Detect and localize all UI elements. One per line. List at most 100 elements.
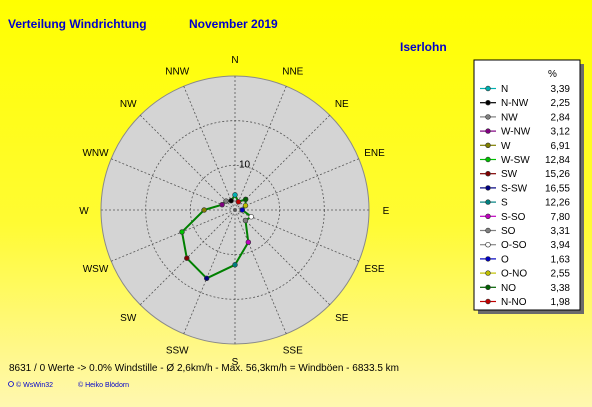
legend-label: S-SW: [501, 183, 528, 194]
legend-value: 2,84: [551, 112, 571, 123]
data-point-n-no: [235, 199, 242, 205]
compass-label-se: SE: [335, 313, 349, 324]
compass-label-ene: ENE: [364, 148, 385, 159]
legend-value: 12,84: [545, 155, 570, 166]
data-point-o-no: [242, 202, 249, 209]
footer-summary: 8631 / 0 Werte -> 0.0% Windstille - Ø 2,…: [9, 363, 399, 374]
compass-label-wnw: WNW: [82, 148, 109, 159]
legend-swatch-marker: [485, 171, 491, 177]
legend-swatch-marker: [485, 185, 491, 191]
compass-label-ne: NE: [335, 99, 349, 110]
legend-swatch-marker: [485, 227, 491, 234]
credit-wswin: © WsWin32: [16, 381, 53, 389]
compass-label-sw: SW: [120, 313, 137, 324]
legend-item-nw: NW 2,84: [480, 112, 570, 123]
compass-label-w: W: [79, 206, 89, 217]
data-point-s: [232, 262, 238, 268]
legend-item-o-no: O-NO 2,55: [480, 269, 570, 280]
legend-swatch-marker: [485, 114, 491, 120]
legend-label: O: [501, 254, 509, 265]
compass-label-ssw: SSW: [166, 346, 189, 357]
compass-label-nne: NNE: [282, 66, 303, 77]
legend-swatch-marker: [485, 85, 491, 92]
compass-label-nw: NW: [120, 99, 137, 110]
legend-unit: %: [548, 69, 557, 80]
data-point-nw: [223, 198, 229, 204]
legend-value: 1,63: [551, 254, 571, 265]
legend-swatch-marker: [485, 142, 491, 149]
legend-value: 3,12: [551, 127, 571, 138]
legend-value: 12,26: [545, 198, 570, 209]
station-name: Iserlohn: [400, 40, 447, 54]
legend-swatch-marker: [485, 270, 491, 276]
legend-label: SW: [501, 169, 518, 180]
legend-item-w: W 6,91: [480, 141, 570, 152]
data-point-w-sw: [179, 229, 185, 235]
legend-label: S: [501, 198, 508, 209]
data-point-o: [239, 207, 245, 213]
legend-value: 3,94: [551, 240, 571, 251]
legend-item-o: O 1,63: [480, 254, 570, 265]
legend-label: N-NO: [501, 297, 527, 308]
chart-title: Verteilung Windrichtung: [8, 17, 147, 31]
data-point-sw: [184, 255, 190, 261]
data-point-so: [242, 217, 249, 224]
legend-label: W-SW: [501, 155, 530, 166]
compass-label-nnw: NNW: [165, 66, 189, 77]
legend-label: O-NO: [501, 269, 527, 280]
data-point-w-nw: [219, 201, 225, 208]
legend-item-s-sw: S-SW 16,55: [480, 183, 570, 194]
legend-value: 1,98: [551, 297, 571, 308]
legend-swatch-marker: [485, 213, 491, 220]
compass-label-e: E: [383, 206, 390, 217]
legend-value: 2,55: [551, 269, 571, 280]
legend-swatch-marker: [485, 242, 491, 248]
legend-swatch-marker: [485, 256, 491, 262]
legend-label: NW: [501, 112, 518, 123]
data-point-n: [232, 192, 238, 198]
legend-box: [473, 59, 581, 311]
data-point-n-nw: [228, 198, 234, 204]
polar-plot: 10 N NNE NE ENE E ESE SE SSE S SSW SW WSW W WNW NW NNW: [79, 55, 389, 368]
data-point-o-so: [248, 214, 254, 220]
legend-label: O-SO: [501, 240, 527, 251]
legend-value: 7,80: [551, 212, 571, 223]
ring-label: 10: [239, 159, 251, 170]
legend-value: 3,31: [551, 226, 571, 237]
legend-label: W: [501, 141, 511, 152]
legend-value: 3,39: [551, 84, 571, 95]
legend-swatch-marker: [485, 284, 491, 290]
legend-item-sw: SW 15,26: [480, 169, 570, 180]
legend-item-no: NO 3,38: [480, 283, 570, 294]
legend-value: 15,26: [545, 169, 570, 180]
compass-label-ese: ESE: [364, 264, 384, 275]
legend-item-n-no: N-NO 1,98: [480, 297, 570, 308]
legend-swatch-marker: [485, 128, 491, 134]
credit-author: © Heiko Blödorn: [78, 381, 129, 389]
legend-swatch-marker: [485, 156, 491, 163]
legend-item-o-so: O-SO 3,94: [480, 240, 570, 251]
chart-period: November 2019: [189, 17, 278, 31]
legend-value: 16,55: [545, 183, 570, 194]
legend-label: S-SO: [501, 212, 526, 223]
data-point-s-so: [245, 239, 252, 245]
legend-label: N-NW: [501, 98, 529, 109]
legend-item-w-nw: W-NW 3,12: [480, 127, 570, 138]
legend-item-n-nw: N-NW 2,25: [480, 98, 570, 109]
legend-value: 3,38: [551, 283, 571, 294]
legend-item-w-sw: W-SW 12,84: [480, 155, 570, 166]
data-point-s-sw: [204, 275, 210, 281]
legend-item-n: N 3,39: [480, 84, 570, 95]
legend-swatch-marker: [485, 298, 491, 305]
legend-label: W-NW: [501, 127, 531, 138]
compass-label-s: S: [232, 357, 239, 368]
legend-item-s: S 12,26: [480, 198, 570, 209]
data-point-w: [201, 207, 207, 213]
legend-item-s-so: S-SO 7,80: [480, 212, 570, 223]
compass-label-sse: SSE: [283, 346, 303, 357]
compass-label-n: N: [231, 55, 238, 66]
legend: N 3,39 N-NW 2,25 NW 2,84 W-NW 3,12 W 6,91 W-SW 12,8…: [480, 84, 570, 308]
compass-label-wsw: WSW: [83, 264, 109, 275]
legend-label: SO: [501, 226, 516, 237]
